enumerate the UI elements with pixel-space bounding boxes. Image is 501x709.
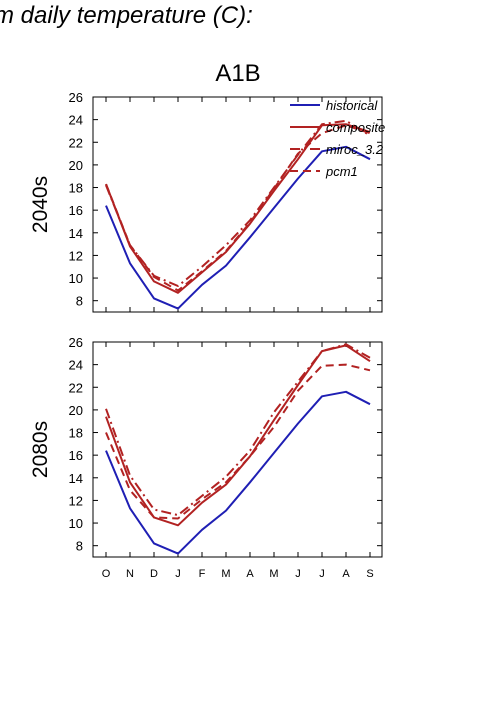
series-line-historical — [105, 145, 371, 310]
x-tick-label: M — [269, 568, 278, 580]
legend-label: historical — [326, 98, 378, 113]
y-tick-label: 26 — [69, 335, 83, 350]
x-tick-label: J — [319, 568, 325, 580]
series-line-composite — [105, 344, 371, 527]
x-tick-label: N — [126, 568, 134, 580]
y-tick-label: 10 — [69, 516, 83, 531]
y-tick-label: 24 — [69, 358, 83, 373]
y-tick-label: 8 — [76, 294, 83, 309]
y-tick-label: 24 — [69, 113, 83, 128]
y-tick-label: 18 — [69, 426, 83, 441]
x-tick-label: A — [246, 568, 254, 580]
plot-frame — [92, 341, 383, 558]
y-tick-label: 22 — [69, 135, 83, 150]
series-line-miroc-3-2 — [105, 343, 371, 517]
panels-layer: 8 10 12 14 16 18 20 22 24 26 2040s historical compos… — [29, 90, 385, 580]
legend-label: pcm1 — [325, 164, 358, 179]
y-tick-label: 20 — [69, 158, 83, 173]
y-tick-label: 8 — [76, 539, 83, 554]
row-label-2080s: 2080s — [29, 421, 52, 478]
panel-2080s: 8 10 12 14 16 18 20 22 24 26 O N D J F M A M J J A S 2080s — [29, 335, 383, 580]
y-tick-label: 12 — [69, 493, 83, 508]
panel-2040s: 8 10 12 14 16 18 20 22 24 26 2040s historical compos… — [29, 90, 385, 313]
y-tick-label: 26 — [69, 90, 83, 105]
x-tick-label: J — [295, 568, 301, 580]
x-tick-label: A — [342, 568, 350, 580]
y-tick-label: 18 — [69, 181, 83, 196]
series-line-pcm1 — [105, 363, 371, 520]
y-tick-label: 14 — [69, 471, 83, 486]
legend-label: composite — [326, 120, 385, 135]
x-tick-label: F — [199, 568, 206, 580]
legend: historical composite miroc_3.2 pcm1 — [290, 98, 385, 179]
series-line-historical — [105, 390, 371, 555]
figure-title: m daily temperature (C): — [0, 2, 253, 29]
x-tick-label: M — [221, 568, 230, 580]
y-tick-label: 22 — [69, 380, 83, 395]
x-tick-label: S — [366, 568, 373, 580]
y-tick-label: 10 — [69, 271, 83, 286]
y-tick-label: 12 — [69, 248, 83, 263]
plot-frame — [92, 96, 383, 313]
x-tick-label: J — [175, 568, 181, 580]
y-tick-label: 20 — [69, 403, 83, 418]
x-tick-label: D — [150, 568, 158, 580]
series-line-pcm1 — [105, 124, 371, 292]
row-label-2040s: 2040s — [29, 176, 52, 233]
x-tick-label: O — [102, 568, 111, 580]
y-tick-label: 14 — [69, 226, 83, 241]
legend-label: miroc_3.2 — [326, 142, 384, 157]
y-tick-label: 16 — [69, 448, 83, 463]
y-tick-label: 16 — [69, 203, 83, 218]
scenario-title: A1B — [215, 60, 260, 87]
series-line-miroc-3-2 — [105, 119, 371, 287]
